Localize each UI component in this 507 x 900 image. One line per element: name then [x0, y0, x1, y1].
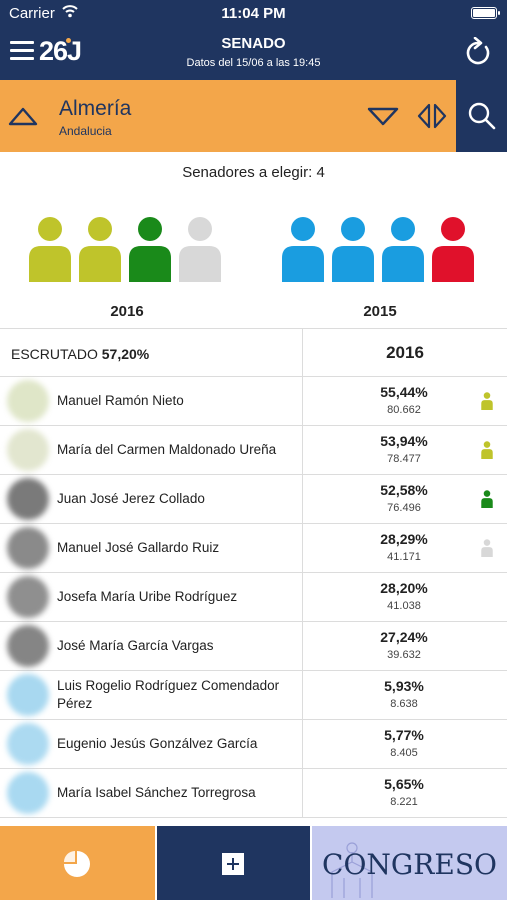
table-row[interactable]: María del Carmen Maldonado Ureña 53,94% 78… — [0, 426, 507, 475]
elected-seat-icon — [480, 441, 494, 459]
app-header: Carrier 11:04 PM 26J SENADO Datos del 15… — [0, 0, 507, 80]
seats-to-elect: Senadores a elegir: 4 — [182, 164, 325, 181]
candidate-name: María Isabel Sánchez Torregrosa — [57, 785, 256, 800]
candidate-name: Manuel José Gallardo Ruiz — [57, 540, 220, 555]
avatar — [7, 576, 49, 618]
candidate-list: Manuel Ramón Nieto 55,44% 80.662 María del … — [0, 377, 507, 818]
avatar — [7, 674, 49, 716]
seats-2015 — [280, 216, 480, 286]
table-row[interactable]: Luis Rogelio Rodríguez Comendador Pérez 5… — [0, 671, 507, 720]
vote-percentage: 53,94% — [380, 433, 428, 449]
seat-person-icon — [77, 216, 123, 282]
region-name: Andalucia — [59, 124, 112, 138]
vote-count: 8.405 — [390, 747, 418, 759]
triangle-up-icon[interactable] — [8, 105, 38, 127]
candidate-name: Josefa María Uribe Rodríguez — [57, 589, 238, 604]
elected-seat-icon — [480, 539, 494, 557]
vote-percentage: 27,24% — [380, 629, 428, 645]
avatar — [7, 527, 49, 569]
vote-count: 8.221 — [390, 796, 418, 808]
vote-count: 41.038 — [387, 600, 421, 612]
avatar — [7, 429, 49, 471]
results-year: 2016 — [386, 343, 424, 362]
province-name[interactable]: Almería — [59, 97, 132, 120]
vote-count: 41.171 — [387, 551, 421, 563]
data-timestamp: Datos del 15/06 a las 19:45 — [186, 57, 321, 69]
vote-percentage: 5,77% — [384, 727, 424, 743]
tab-congreso[interactable]: CONGRESO — [312, 826, 507, 900]
table-row[interactable]: Josefa María Uribe Rodríguez 28,20% 41.038 — [0, 573, 507, 622]
vote-percentage: 55,44% — [380, 384, 428, 400]
table-row[interactable]: Juan José Jerez Collado 52,58% 76.496 — [0, 475, 507, 524]
wifi-icon — [62, 5, 78, 18]
search-icon — [468, 102, 496, 130]
seat-person-icon — [330, 216, 376, 282]
seat-person-icon — [430, 216, 476, 282]
table-row[interactable]: Manuel Ramón Nieto 55,44% 80.662 — [0, 377, 507, 426]
pie-chart-icon — [64, 851, 90, 877]
year-label-2015: 2015 — [363, 303, 397, 320]
seats-2016 — [27, 216, 227, 286]
battery-icon — [471, 7, 500, 19]
candidate-name: Luis Rogelio Rodríguez Comendador Pérez — [57, 678, 280, 711]
avatar — [7, 380, 49, 422]
province-selector: Almería Andalucia — [0, 80, 507, 152]
vote-count: 80.662 — [387, 404, 421, 416]
candidate-name: Manuel Ramón Nieto — [57, 393, 184, 408]
seat-person-icon — [177, 216, 223, 282]
vote-percentage: 28,29% — [380, 531, 428, 547]
status-bar: Carrier 11:04 PM — [0, 0, 507, 28]
vote-count: 8.638 — [390, 698, 418, 710]
table-row[interactable]: María Isabel Sánchez Torregrosa 5,65% 8.22… — [0, 769, 507, 818]
elected-seat-icon — [480, 392, 494, 410]
tab-more[interactable] — [157, 826, 310, 900]
avatar — [7, 478, 49, 520]
candidate-name: Eugenio Jesús Gonzálvez García — [57, 736, 258, 751]
year-label-2016: 2016 — [110, 303, 144, 320]
vote-percentage: 52,58% — [380, 482, 428, 498]
vote-percentage: 5,93% — [384, 678, 424, 694]
avatar — [7, 772, 49, 814]
vote-count: 76.496 — [387, 502, 421, 514]
left-right-arrows-icon[interactable] — [416, 103, 448, 129]
vote-count: 78.477 — [387, 453, 421, 465]
candidate-name: José María García Vargas — [57, 638, 214, 653]
menu-icon[interactable] — [10, 41, 34, 61]
seat-person-icon — [127, 216, 173, 282]
tab-bar: CONGRESO — [0, 826, 507, 900]
candidate-name: María del Carmen Maldonado Ureña — [57, 442, 277, 457]
seat-person-icon — [27, 216, 73, 282]
carrier-label: Carrier — [9, 5, 55, 22]
page-title: SENADO — [221, 35, 286, 52]
plus-icon — [222, 853, 244, 875]
candidate-name: Juan José Jerez Collado — [57, 491, 205, 506]
elected-seat-icon — [480, 490, 494, 508]
seat-person-icon — [280, 216, 326, 282]
avatar — [7, 625, 49, 667]
tab-chart[interactable] — [0, 826, 155, 900]
results-header: ESCRUTADO 57,20% 2016 — [0, 328, 507, 377]
vote-percentage: 28,20% — [380, 580, 428, 596]
building-sketch-icon — [331, 842, 373, 898]
seat-person-icon — [380, 216, 426, 282]
triangle-down-icon[interactable] — [366, 105, 400, 127]
clock: 11:04 PM — [221, 5, 286, 22]
avatar — [7, 723, 49, 765]
table-row[interactable]: Manuel José Gallardo Ruiz 28,29% 41.171 — [0, 524, 507, 573]
search-button[interactable] — [456, 80, 507, 152]
vote-count: 39.632 — [387, 649, 421, 661]
scrutinized-progress: ESCRUTADO 57,20% — [11, 346, 150, 362]
app-logo: 26J — [39, 36, 82, 66]
table-row[interactable]: José María García Vargas 27,24% 39.632 — [0, 622, 507, 671]
vote-percentage: 5,65% — [384, 776, 424, 792]
table-row[interactable]: Eugenio Jesús Gonzálvez García 5,77% 8.405 — [0, 720, 507, 769]
refresh-icon[interactable] — [464, 37, 492, 67]
congreso-label: CONGRESO — [322, 848, 497, 881]
